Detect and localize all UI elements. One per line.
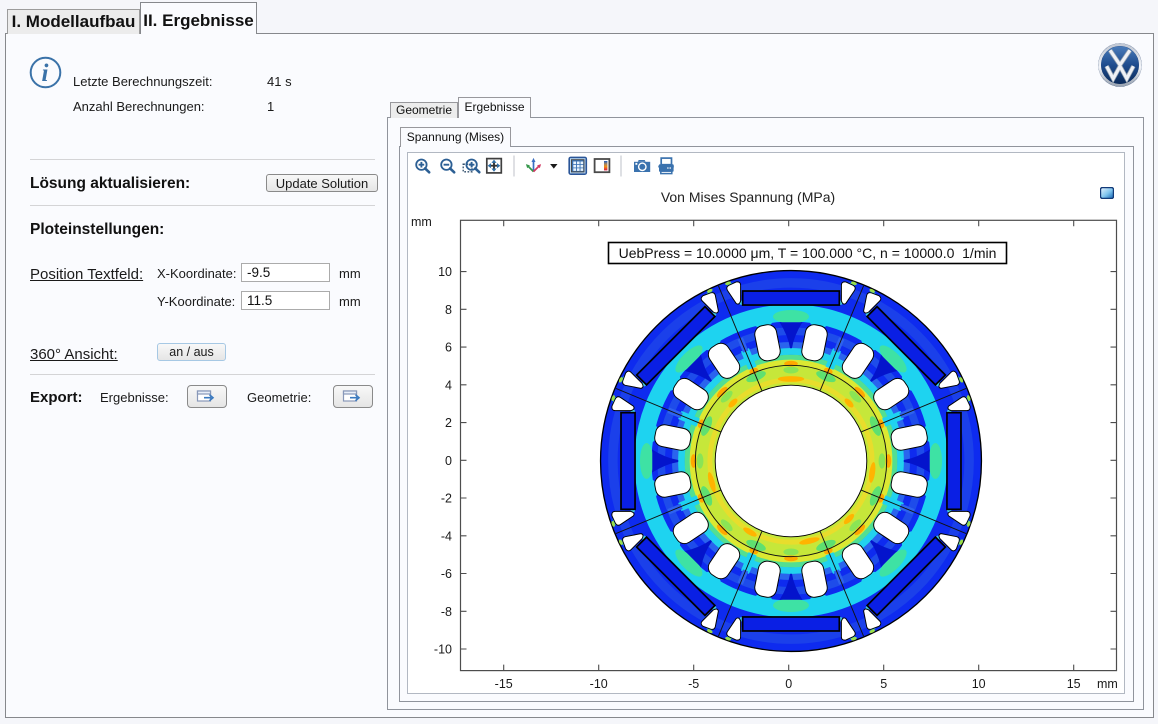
- svg-text:-5: -5: [688, 677, 699, 691]
- svg-text:-2: -2: [441, 492, 452, 506]
- svg-text:i: i: [42, 60, 49, 87]
- svg-text:6: 6: [445, 341, 452, 355]
- svg-text:0: 0: [445, 454, 452, 468]
- svg-text:-15: -15: [495, 677, 513, 691]
- svg-text:0: 0: [785, 677, 792, 691]
- svg-text:8: 8: [445, 303, 452, 317]
- svg-text:10: 10: [972, 677, 986, 691]
- svg-text:-10: -10: [434, 643, 452, 657]
- svg-text:UebPress = 10.0000 μm, T = 100: UebPress = 10.0000 μm, T = 100.000 °C, n…: [619, 245, 997, 261]
- svg-text:-6: -6: [441, 567, 452, 581]
- svg-text:10: 10: [438, 265, 452, 279]
- svg-text:2: 2: [445, 416, 452, 430]
- svg-text:4: 4: [445, 378, 452, 392]
- svg-text:-8: -8: [441, 605, 452, 619]
- svg-text:-10: -10: [590, 677, 608, 691]
- svg-text:mm: mm: [1097, 677, 1118, 691]
- svg-text:-4: -4: [441, 529, 452, 543]
- svg-text:5: 5: [880, 677, 887, 691]
- svg-text:mm: mm: [411, 215, 432, 229]
- svg-text:15: 15: [1067, 677, 1081, 691]
